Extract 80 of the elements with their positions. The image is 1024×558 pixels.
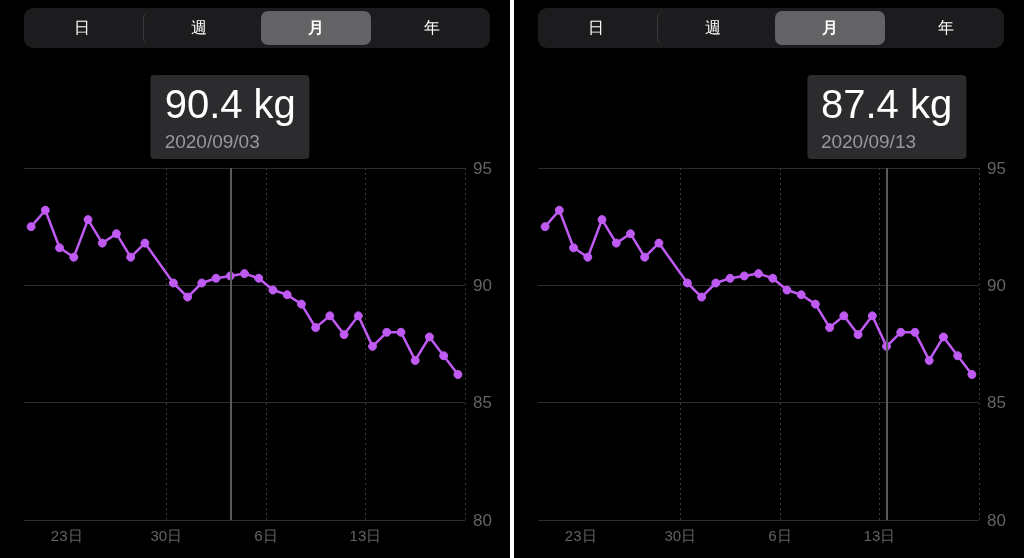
x-tick-label: 30日 (150, 527, 183, 544)
point (768, 273, 778, 283)
point (825, 323, 835, 333)
x-tick-label: 6日 (254, 527, 278, 544)
x-tick-label: 30日 (664, 527, 697, 544)
point (439, 351, 449, 361)
point (296, 299, 306, 309)
point (540, 222, 550, 232)
point (268, 285, 278, 295)
point (254, 273, 264, 283)
point (938, 332, 948, 342)
point (40, 205, 50, 215)
point (339, 330, 349, 340)
period-selector: 日 週 月 年 (24, 8, 490, 48)
point (211, 273, 221, 283)
y-tick-label: 95 (473, 158, 492, 178)
x-tick-label: 13日 (349, 527, 382, 544)
point (69, 252, 79, 262)
point (240, 269, 249, 279)
point (126, 252, 136, 262)
point (569, 243, 579, 253)
point (967, 370, 977, 379)
point (183, 292, 193, 302)
point (83, 215, 93, 225)
point (111, 229, 121, 239)
point (168, 278, 178, 288)
point (583, 252, 593, 262)
point (654, 238, 664, 248)
y-tick-label: 80 (987, 510, 1006, 530)
point (26, 222, 36, 232)
y-tick-label: 80 (473, 510, 492, 530)
point (896, 327, 906, 337)
point (554, 205, 564, 215)
point (625, 229, 635, 239)
point (725, 273, 735, 283)
point (55, 243, 65, 253)
y-tick-label: 95 (987, 158, 1006, 178)
point (839, 311, 849, 321)
point (867, 311, 877, 321)
text: 87.4 kg (820, 81, 953, 128)
point (382, 327, 392, 337)
point (424, 332, 434, 342)
point (197, 278, 207, 288)
text: 2020/09/13 (820, 130, 917, 154)
point (97, 238, 107, 248)
x-tick-label: 23日 (50, 527, 83, 544)
y-tick-label: 90 (473, 275, 492, 295)
text: 90.4 kg (164, 81, 296, 128)
point (910, 327, 920, 337)
point (353, 311, 363, 321)
point (697, 292, 707, 302)
point (739, 271, 749, 281)
point (368, 341, 378, 351)
point (640, 252, 650, 262)
y-tick-label: 85 (987, 393, 1006, 413)
x-tick-label: 6日 (768, 527, 792, 544)
x-tick-label: 13日 (863, 527, 896, 544)
point (282, 290, 292, 300)
point (396, 327, 406, 337)
point (796, 290, 806, 300)
point (810, 299, 820, 309)
point (453, 370, 463, 379)
point (711, 278, 721, 288)
period-selector: 日 週 月 年 (538, 8, 1004, 48)
point (754, 269, 763, 279)
point (597, 215, 607, 225)
point (782, 285, 792, 295)
point (410, 355, 420, 365)
y-tick-label: 90 (987, 275, 1006, 295)
point (953, 351, 963, 361)
point (140, 238, 150, 248)
x-tick-label: 23日 (564, 527, 597, 544)
point (682, 278, 692, 288)
point (311, 323, 321, 333)
point (853, 330, 863, 340)
point (611, 238, 621, 248)
point (924, 355, 934, 365)
text: 2020/09/03 (164, 130, 261, 154)
point (325, 311, 335, 321)
y-tick-label: 85 (473, 393, 492, 413)
